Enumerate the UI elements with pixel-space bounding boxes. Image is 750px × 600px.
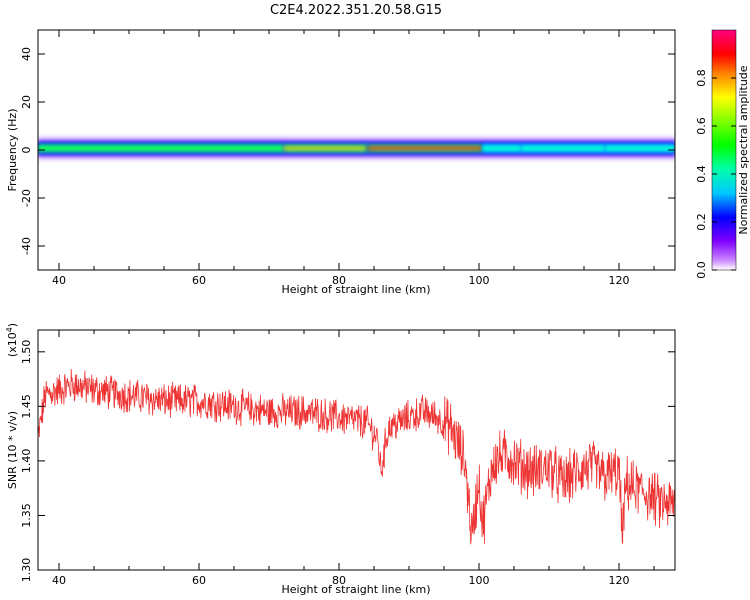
colorbar-gradient xyxy=(711,29,737,271)
snr-y-tick-label: 1.35 xyxy=(20,503,33,528)
snr-scale-suffix: ) xyxy=(6,323,19,327)
snr-ticks xyxy=(38,330,675,571)
spectrogram-y-tick-labels: -40 -20 0 20 40 xyxy=(20,47,33,255)
spectrogram-x-tick-label: 40 xyxy=(52,274,66,287)
spectrogram-frame xyxy=(37,29,676,271)
figure-title: C2E4.2022.351.20.58.G15 xyxy=(270,3,442,18)
spectrogram-y-axis-label: Frequency (Hz) xyxy=(6,109,19,192)
colorbar: 0.0 0.2 0.4 0.6 0.8 Normalized spectral ampl… xyxy=(695,29,750,279)
colorbar-tick-label: 0.6 xyxy=(695,117,708,135)
snr-x-tick-label: 100 xyxy=(469,574,490,587)
snr-y-tick-labels: 1.30 1.35 1.40 1.45 1.50 xyxy=(20,340,33,583)
spectrogram-y-tick-label: 20 xyxy=(20,95,33,109)
snr-scale-exponent: 4 xyxy=(5,327,14,332)
spectrogram-ticks xyxy=(38,30,675,270)
snr-frame xyxy=(37,329,676,571)
snr-x-tick-label: 120 xyxy=(609,574,630,587)
snr-y-tick-label: 1.45 xyxy=(20,394,33,419)
snr-x-tick-label: 40 xyxy=(52,574,66,587)
spectrogram-y-tick-label: 40 xyxy=(20,47,33,61)
snr-y-axis-label: SNR (10 * v/v) xyxy=(6,411,19,489)
spectrogram-area xyxy=(38,135,675,161)
snr-panel: 40 60 80 100 120 1.30 1.35 1.40 1.45 1.50 Height… xyxy=(5,323,676,596)
snr-x-tick-label: 80 xyxy=(332,574,346,587)
snr-y-tick-label: 1.50 xyxy=(20,340,33,365)
snr-y-tick-label: 1.40 xyxy=(20,449,33,474)
spectrogram-band-core xyxy=(605,146,675,151)
svg-text:(x104): (x104) xyxy=(5,323,19,357)
snr-x-tick-labels: 40 60 80 100 120 xyxy=(52,574,630,587)
colorbar-tick-label: 0.2 xyxy=(695,213,708,231)
snr-scale-prefix: (x10 xyxy=(6,332,19,357)
spectrogram-y-tick-label: 0 xyxy=(20,147,33,154)
snr-x-tick-label: 60 xyxy=(192,574,206,587)
colorbar-tick-label: 0.8 xyxy=(695,69,708,87)
snr-x-axis-label: Height of straight line (km) xyxy=(281,583,430,596)
colorbar-tick-labels: 0.0 0.2 0.4 0.6 0.8 xyxy=(695,69,736,279)
spectrogram-x-tick-label: 80 xyxy=(332,274,346,287)
snr-series-line xyxy=(38,369,675,545)
colorbar-tick-label: 0.0 xyxy=(695,261,708,279)
colorbar-label: Normalized spectral amplitude xyxy=(737,65,750,234)
spectrogram-band-core xyxy=(38,146,283,151)
spectrogram-x-tick-labels: 40 60 80 100 120 xyxy=(52,274,630,287)
spectrogram-x-tick-label: 120 xyxy=(609,274,630,287)
colorbar-tick-label: 0.4 xyxy=(695,165,708,183)
spectrogram-x-tick-label: 60 xyxy=(192,274,206,287)
spectrogram-x-axis-label: Height of straight line (km) xyxy=(281,283,430,296)
spectrogram-y-tick-label: -20 xyxy=(20,189,33,207)
snr-y-tick-label: 1.30 xyxy=(20,558,33,583)
spectrogram-y-tick-label: -40 xyxy=(20,237,33,255)
spectrogram-panel: 40 60 80 100 120 -40 -20 0 20 40 Height of strai… xyxy=(6,29,676,296)
spectrogram-band-core xyxy=(482,146,521,151)
spectrogram-band-peak xyxy=(371,147,479,150)
spectrogram-x-tick-label: 100 xyxy=(469,274,490,287)
snr-plot-area xyxy=(38,369,675,545)
spectrogram-band-peak xyxy=(287,147,363,150)
snr-scale-label: (x104) xyxy=(5,323,19,357)
spectrogram-band-core xyxy=(521,146,605,151)
